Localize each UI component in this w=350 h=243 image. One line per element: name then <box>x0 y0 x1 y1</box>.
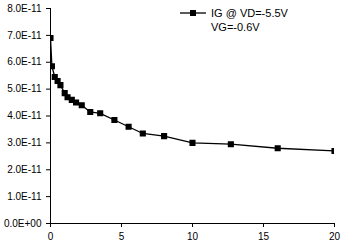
html-text:VG=-0.6V: VG=-0.6V <box>211 21 260 33</box>
html-text:IG @ VD=-5.5V: IG @ VD=-5.5V <box>211 7 288 19</box>
svg-text:20: 20 <box>329 231 341 242</box>
svg-text:3.0E-11: 3.0E-11 <box>7 137 42 148</box>
svg-text:15: 15 <box>258 231 270 242</box>
svg-text:0: 0 <box>48 231 54 242</box>
svg-text:6.0E-11: 6.0E-11 <box>7 56 42 67</box>
svg-text:1.0E-11: 1.0E-11 <box>7 191 42 202</box>
svg-text:0.0E+00: 0.0E+00 <box>4 218 42 229</box>
svg-text:10: 10 <box>187 231 199 242</box>
svg-text:7.0E-11: 7.0E-11 <box>7 30 42 41</box>
svg-text:4.0E-11: 4.0E-11 <box>7 110 42 121</box>
svg-text:5: 5 <box>119 231 125 242</box>
svg-text:8.0E-11: 8.0E-11 <box>7 3 42 14</box>
svg-text:5.0E-11: 5.0E-11 <box>7 83 42 94</box>
svg-text:2.0E-11: 2.0E-11 <box>7 164 42 175</box>
